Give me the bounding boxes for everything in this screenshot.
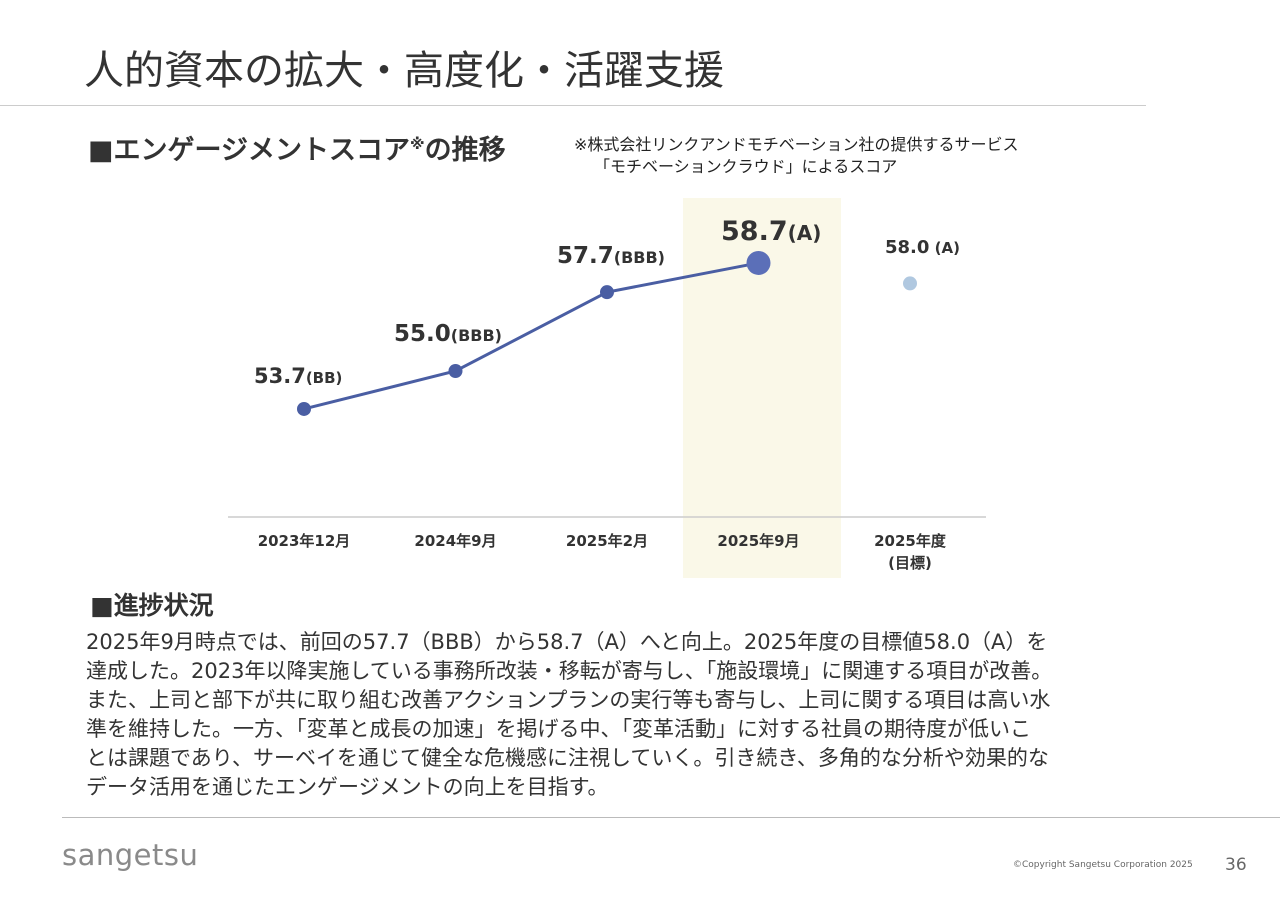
body-line: データ活用を通じたエンゲージメントの向上を目指す。 [86, 775, 609, 799]
x-tick-line: 2024年9月 [414, 532, 497, 550]
copyright: ©Copyright Sangetsu Corporation 2025 [1013, 860, 1193, 870]
x-tick-label: 2024年9月 [386, 530, 526, 552]
grade-label: (BBB) [450, 326, 502, 345]
square-bullet-icon: ■ [88, 135, 114, 166]
grade-label: (BBB) [613, 248, 665, 267]
heading-text: 進捗状況 [113, 591, 214, 620]
grade-label: (A) [787, 221, 822, 245]
note-line: 「モチベーションクラウド」によるスコア [594, 157, 898, 176]
body-line: 準を維持した。一方、「変革と成長の加速」を掲げる中、「変革活動」に対する社員の期… [86, 717, 1031, 741]
x-tick-label: 2023年12月 [234, 530, 374, 552]
body-line: また、上司と部下が共に取り組む改善アクションプランの実行等も寄与し、上司に関する… [86, 688, 1051, 712]
title-divider [0, 105, 1146, 106]
x-tick-line: 2025年9月 [717, 532, 800, 550]
square-bullet-icon: ■ [90, 591, 114, 620]
body-line: 達成した。2023年以降実施している事務所改装・移転が寄与し、「施設環境」に関連… [86, 659, 1053, 683]
data-label: 58.7(A) [721, 216, 821, 247]
x-tick-label: 2025年度 (目標) [840, 530, 980, 574]
grade-label: (A) [929, 239, 960, 257]
data-label: 55.0(BBB) [394, 321, 502, 347]
data-point [746, 250, 771, 275]
body-line: とは課題であり、サーベイを通じて健全な危機感に注視していく。引き続き、多角的な分… [86, 746, 1049, 770]
sangetsu-logo: sangetsu [62, 838, 199, 872]
section-heading-engagement: ■エンゲージメントスコア※の推移 [88, 128, 506, 167]
actual-series-line [303, 261, 759, 411]
x-tick-label: 2025年2月 [537, 530, 677, 552]
target-point [903, 276, 917, 291]
data-point [600, 285, 614, 300]
note-line: ※株式会社リンクアンドモチベーション社の提供するサービス [574, 135, 1019, 154]
x-tick-line: 2025年度 [874, 532, 946, 550]
x-tick-line: 2023年12月 [257, 532, 351, 550]
x-tick-line: 2025年2月 [565, 532, 649, 550]
heading-suffix: の推移 [424, 135, 506, 166]
x-tick-line: (目標) [888, 554, 932, 572]
value-label: 53.7 [254, 364, 306, 388]
page-title: 人的資本の拡大・高度化・活躍支援 [84, 48, 724, 94]
value-label: 55.0 [394, 321, 451, 347]
heading-text: エンゲージメントスコア [113, 135, 410, 166]
value-label: 57.7 [557, 243, 614, 269]
progress-text: 2025年9月時点では、前回の57.7（BBB）から58.7（A）へと向上。20… [86, 628, 1226, 802]
data-point [297, 401, 311, 416]
section-heading-progress: ■進捗状況 [90, 586, 214, 622]
data-label: 53.7(BB) [254, 364, 342, 388]
footnote-mark: ※ [409, 135, 425, 153]
value-label: 58.0 [885, 237, 930, 258]
source-note: ※株式会社リンクアンドモチベーション社の提供するサービス 「モチベーションクラウ… [574, 134, 1018, 178]
data-label: 58.0 (A) [885, 237, 960, 258]
page-number: 36 [1225, 855, 1247, 875]
data-point [448, 364, 463, 378]
grade-label: (BB) [305, 369, 343, 387]
x-tick-label: 2025年9月 [689, 530, 829, 552]
data-label: 57.7(BBB) [557, 243, 665, 269]
value-label: 58.7 [721, 216, 788, 247]
footer-divider [62, 817, 1280, 818]
body-line: 2025年9月時点では、前回の57.7（BBB）から58.7（A）へと向上。20… [86, 630, 1048, 654]
